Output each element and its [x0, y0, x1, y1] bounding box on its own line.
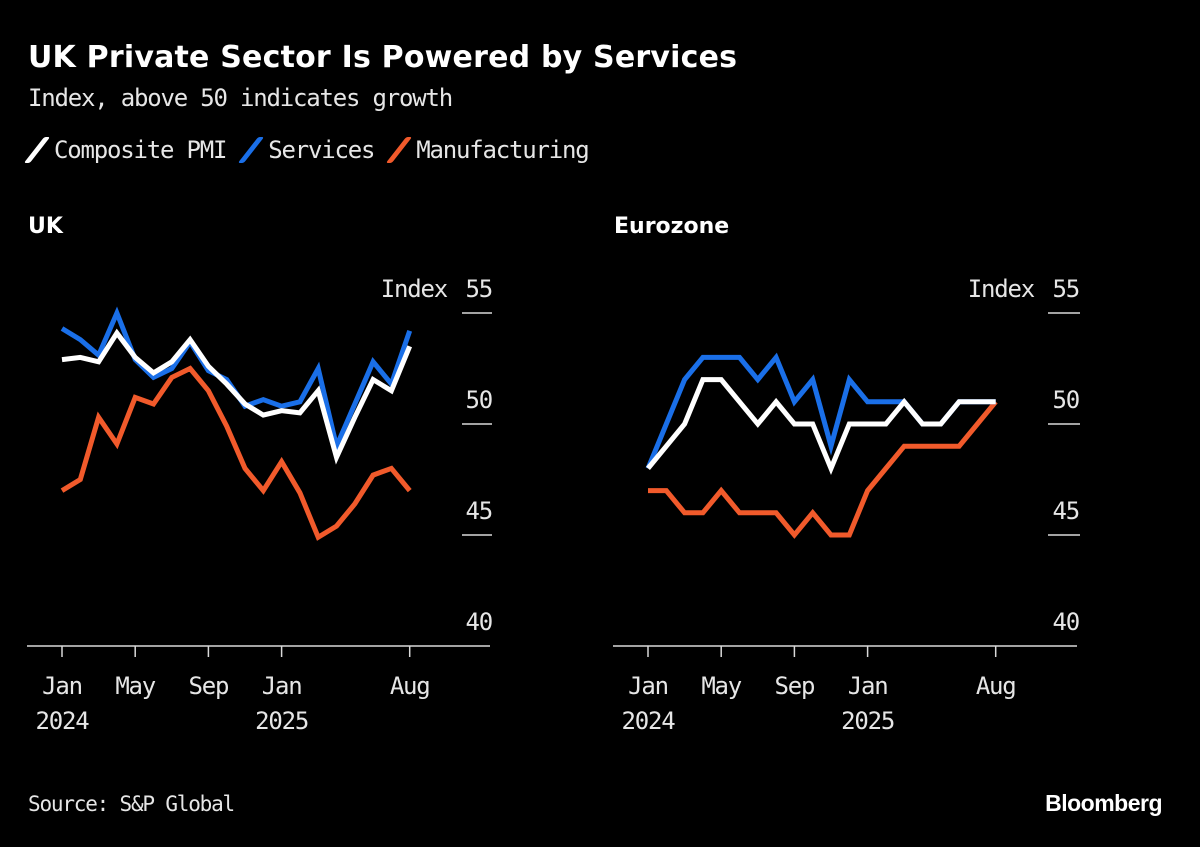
uk-xtick-label-12: Jan	[262, 672, 302, 700]
uk-ytick-label-40: 40	[466, 608, 493, 636]
uk-series-composite-pmi	[61, 328, 413, 465]
panel-title-uk: UK	[28, 214, 63, 239]
chart-subtitle: Index, above 50 indicates growth	[28, 84, 453, 112]
legend-label-manufacturing: Manufacturing	[416, 136, 589, 164]
legend-item-manufacturing: Manufacturing	[386, 136, 590, 164]
eurozone-xtick-label-0: Jan	[628, 672, 668, 700]
eurozone-ytick-label-50: 50	[1053, 386, 1080, 414]
uk-xtick-label-4: May	[115, 672, 155, 700]
source-note: Source: S&P Global	[28, 792, 235, 816]
legend: Composite PMI Services Manufacturing	[23, 136, 605, 164]
uk-xtick-sublabel-0: 2024	[36, 707, 90, 735]
legend-item-services: Services	[238, 136, 375, 164]
uk-xtick-label-8: Sep	[189, 672, 229, 700]
uk-series-manufacturing	[60, 365, 412, 541]
uk-ytick-label-50: 50	[466, 386, 493, 414]
eurozone-xtick-sublabel-0: 2024	[622, 707, 676, 735]
uk-y-axis-label: Index	[381, 275, 448, 303]
uk-xtick-label-19: Aug	[390, 672, 430, 700]
eurozone-xtick-label-4: May	[701, 672, 741, 700]
chart-title: UK Private Sector Is Powered by Services	[28, 40, 738, 75]
eurozone-series-manufacturing	[648, 400, 998, 539]
eurozone-xtick-sublabel-12: 2025	[841, 707, 894, 735]
eurozone-series-composite-pmi	[646, 377, 996, 475]
bloomberg-logo: Bloomberg	[1045, 790, 1162, 816]
eurozone-ytick-label-40: 40	[1053, 608, 1080, 636]
uk-xtick-label-0: Jan	[42, 672, 82, 700]
uk-ytick-label-55: 55	[466, 275, 493, 303]
eurozone-xtick-label-8: Sep	[775, 672, 815, 700]
uk-ytick-label-45: 45	[466, 497, 493, 525]
eurozone-ytick-label-45: 45	[1053, 497, 1080, 525]
legend-item-composite: Composite PMI	[23, 136, 227, 164]
legend-label-services: Services	[268, 136, 375, 164]
eurozone-y-axis-label: Index	[968, 275, 1035, 303]
uk-xtick-sublabel-12: 2025	[255, 707, 308, 735]
legend-label-composite: Composite PMI	[54, 136, 227, 164]
eurozone-ytick-label-55: 55	[1053, 275, 1080, 303]
eurozone-xtick-label-19: Aug	[976, 672, 1016, 700]
panel-title-eurozone: Eurozone	[614, 214, 730, 239]
eurozone-xtick-label-12: Jan	[848, 672, 888, 700]
